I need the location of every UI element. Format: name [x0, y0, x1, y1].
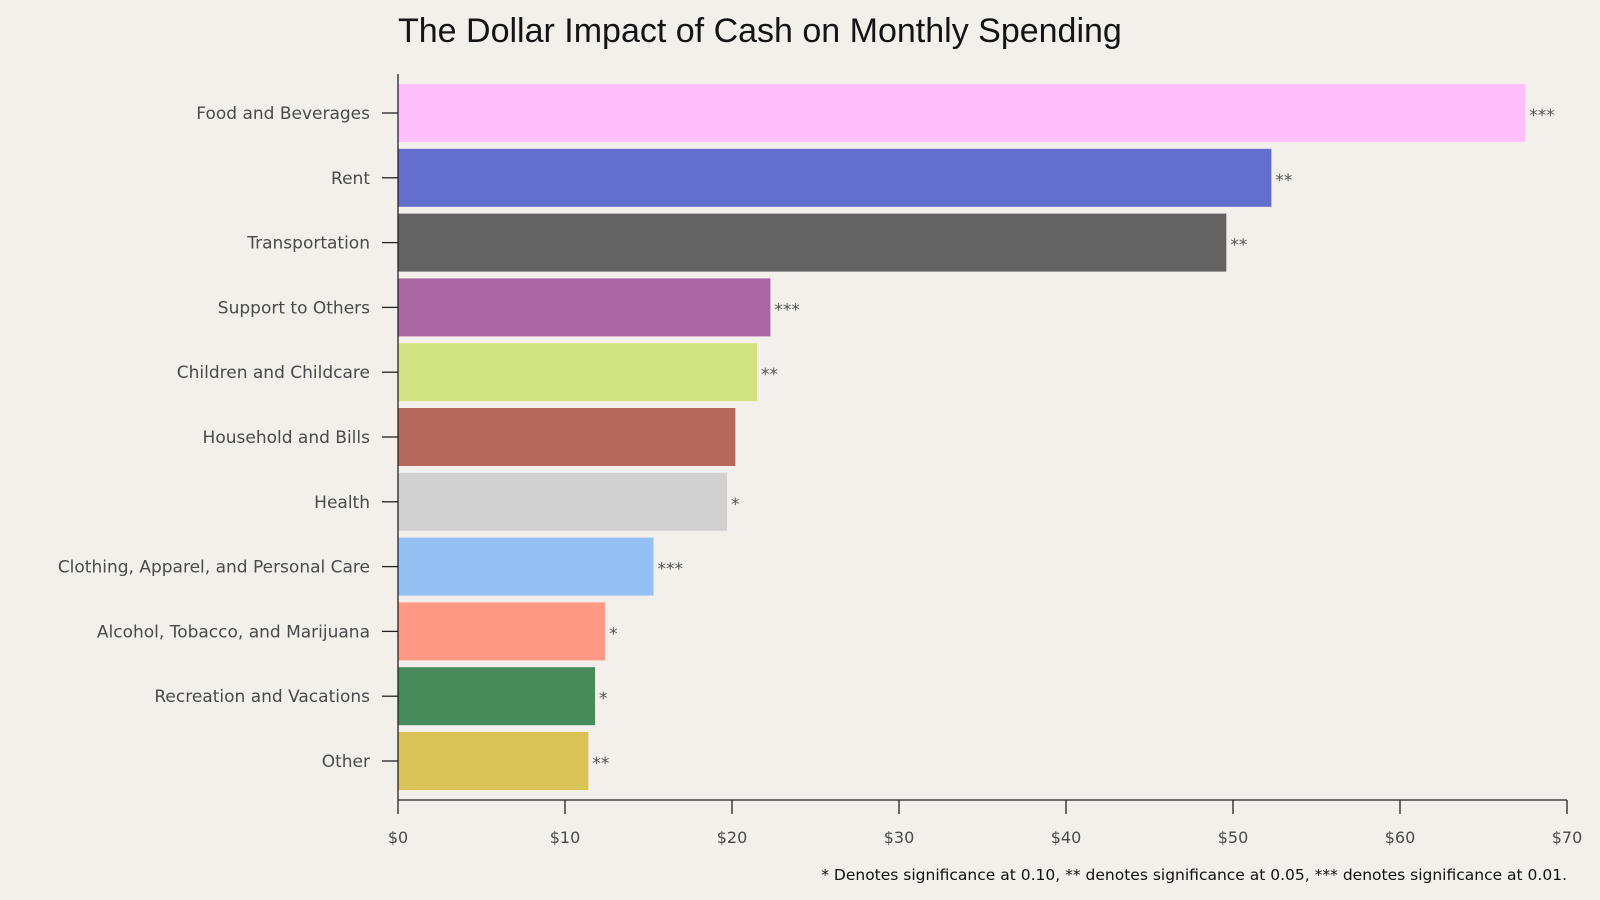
x-tick-label: $0 [388, 828, 408, 847]
chart-title: The Dollar Impact of Cash on Monthly Spe… [398, 12, 1122, 50]
significance-label: ** [1230, 236, 1247, 256]
y-tick-label: Household and Bills [203, 428, 371, 448]
significance-label: *** [658, 560, 684, 580]
x-tick-label: $20 [717, 828, 748, 847]
y-tick-label: Health [314, 493, 370, 513]
significance-labels: ******************** [592, 106, 1554, 774]
y-tick-label: Clothing, Apparel, and Personal Care [58, 558, 370, 578]
bar [398, 537, 654, 596]
bar [398, 278, 771, 337]
y-tick-label: Other [322, 752, 370, 772]
bar [398, 667, 596, 726]
bars-group [398, 84, 1526, 790]
y-tick-label: Transportation [246, 234, 370, 254]
x-tick-label: $40 [1051, 828, 1082, 847]
bar [398, 732, 589, 790]
y-tick-label: Children and Childcare [177, 363, 370, 383]
bar [398, 213, 1227, 272]
significance-label: * [731, 495, 740, 515]
significance-label: ** [761, 365, 778, 385]
significance-label: ** [592, 754, 609, 774]
significance-label: * [599, 689, 608, 709]
y-tick-label: Rent [331, 169, 370, 189]
x-tick-label: $10 [550, 828, 581, 847]
y-tick-label: Alcohol, Tobacco, and Marijuana [97, 622, 370, 642]
x-axis: $0 $10 $20 $30 $40 $50 $60 $70 [388, 800, 1582, 847]
bar [398, 472, 727, 531]
bar [398, 84, 1526, 142]
significance-label: * [609, 624, 618, 644]
significance-label: *** [1529, 106, 1555, 126]
y-tick-label: Food and Beverages [196, 104, 370, 124]
x-tick-label: $30 [884, 828, 915, 847]
y-tick-label: Support to Others [218, 298, 370, 318]
x-tick-label: $50 [1218, 828, 1249, 847]
bar [398, 148, 1272, 207]
y-tick-label: Recreation and Vacations [154, 687, 370, 707]
x-tick-label: $60 [1385, 828, 1416, 847]
x-tick-label: $70 [1552, 828, 1583, 847]
significance-label: *** [774, 300, 800, 320]
bar [398, 408, 736, 466]
y-axis-labels: Food and Beverages Rent Transportation Supp… [58, 104, 398, 772]
bar [398, 343, 758, 402]
bar [398, 602, 606, 661]
footnote: * Denotes significance at 0.10, ** denot… [821, 866, 1567, 884]
significance-label: ** [1275, 171, 1292, 191]
